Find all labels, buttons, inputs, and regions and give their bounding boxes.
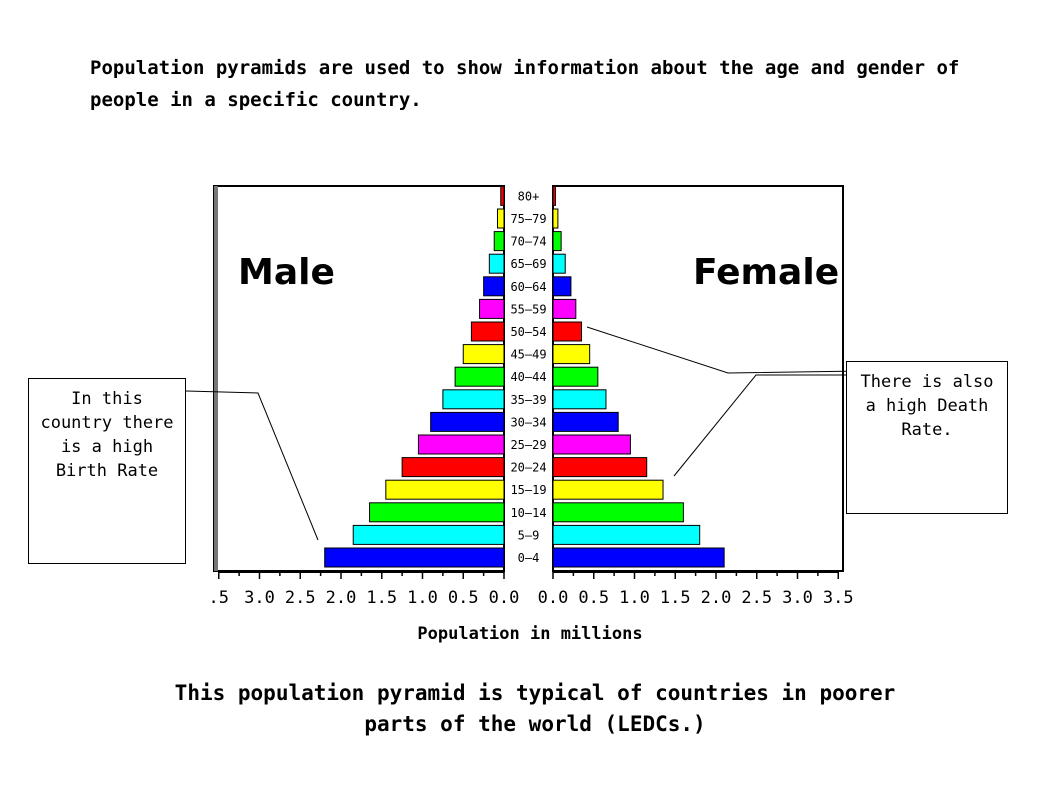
tick-label-3.0: 3.0 bbox=[782, 588, 813, 608]
tick-label-0.5: 0.5 bbox=[578, 588, 609, 608]
tick-label-1.0: 1.0 bbox=[407, 588, 438, 608]
male-bars bbox=[324, 185, 505, 568]
female-bar-35-39 bbox=[552, 389, 607, 410]
age-label-30-34: 30–34 bbox=[510, 415, 546, 429]
death-rate-leader-line-lower bbox=[673, 374, 846, 477]
tick-label-3.0: 3.0 bbox=[244, 588, 275, 608]
female-bar-25-29 bbox=[552, 434, 631, 455]
age-label-50-54: 50–54 bbox=[510, 325, 546, 339]
death-rate-callout: There is also a high Death Rate. bbox=[846, 361, 1008, 514]
female-bar-50-54 bbox=[552, 321, 583, 342]
male-x-axis: .5 3.0 2.5 2.0 1.5 1.0 0.5 0.0 bbox=[209, 571, 520, 608]
male-bar-25-29 bbox=[417, 434, 505, 455]
male-bar-55-59 bbox=[479, 298, 505, 319]
male-label: Male bbox=[238, 252, 335, 293]
male-bar-40-44 bbox=[454, 366, 505, 387]
death-rate-leader-line-upper bbox=[586, 326, 863, 374]
tick-label-2.5: 2.5 bbox=[285, 588, 316, 608]
female-bar-55-59 bbox=[552, 298, 577, 319]
male-bar-45-49 bbox=[462, 344, 505, 365]
callout-leader-lines bbox=[185, 326, 863, 541]
tick-label-0.0: 0.0 bbox=[489, 588, 520, 608]
female-bar-10-14 bbox=[552, 502, 684, 523]
tick-label-1.0: 1.0 bbox=[619, 588, 650, 608]
tick-label-1.5: 1.5 bbox=[660, 588, 691, 608]
male-bar-65-69 bbox=[488, 253, 505, 274]
male-bar-15-19 bbox=[385, 479, 505, 500]
age-label-65-69: 65–69 bbox=[510, 257, 546, 271]
birth-rate-leader-line bbox=[185, 390, 319, 541]
tick-label-2.0: 2.0 bbox=[326, 588, 357, 608]
female-bar-30-34 bbox=[552, 411, 619, 432]
tick-label-2.0: 2.0 bbox=[701, 588, 732, 608]
tick-label-3.5: 3.5 bbox=[823, 588, 854, 608]
age-group-labels: 0–4 5–9 10–14 15–19 20–24 25–29 30–34 35–39 40–4… bbox=[510, 189, 546, 565]
male-bar-30-34 bbox=[430, 411, 505, 432]
male-bar-0-4 bbox=[324, 547, 505, 568]
age-label-15-19: 15–19 bbox=[510, 483, 546, 497]
male-bar-70-74 bbox=[493, 231, 505, 252]
male-bar-75-79 bbox=[496, 208, 505, 229]
age-label-75-79: 75–79 bbox=[510, 212, 546, 226]
female-bar-70-74 bbox=[552, 231, 562, 252]
female-bar-5-9 bbox=[552, 524, 701, 545]
intro-text: Population pyramids are used to show inf… bbox=[90, 57, 960, 111]
male-bar-5-9 bbox=[352, 524, 505, 545]
age-label-25-29: 25–29 bbox=[510, 438, 546, 452]
age-label-60-64: 60–64 bbox=[510, 280, 546, 294]
male-bar-10-14 bbox=[369, 502, 505, 523]
male-bar-50-54 bbox=[470, 321, 505, 342]
female-bar-80+ bbox=[552, 185, 556, 206]
tick-label-0.5: 0.5 bbox=[448, 588, 479, 608]
female-bars bbox=[552, 185, 725, 568]
female-bar-45-49 bbox=[552, 344, 591, 365]
female-bar-0-4 bbox=[552, 547, 725, 568]
female-bar-40-44 bbox=[552, 366, 599, 387]
age-label-5-9: 5–9 bbox=[518, 528, 540, 542]
female-label: Female bbox=[693, 252, 840, 293]
male-bar-60-64 bbox=[483, 276, 505, 297]
age-label-45-49: 45–49 bbox=[510, 348, 546, 362]
female-x-axis: 0.0 0.5 1.0 1.5 2.0 2.5 3.0 3.5 bbox=[538, 571, 854, 608]
age-label-40-44: 40–44 bbox=[510, 370, 546, 384]
birth-rate-callout: In this country there is a high Birth Ra… bbox=[28, 378, 186, 564]
summary-text: This population pyramid is typical of co… bbox=[174, 681, 896, 736]
female-bar-20-24 bbox=[552, 457, 648, 478]
age-label-35-39: 35–39 bbox=[510, 393, 546, 407]
age-label-0-4: 0–4 bbox=[518, 551, 540, 565]
male-bar-35-39 bbox=[442, 389, 505, 410]
male-plot-left-shade bbox=[214, 186, 218, 571]
female-bar-15-19 bbox=[552, 479, 664, 500]
age-label-70-74: 70–74 bbox=[510, 235, 546, 249]
tick-label-1.5: 1.5 bbox=[366, 588, 397, 608]
age-label-55-59: 55–59 bbox=[510, 302, 546, 316]
x-axis-label: Population in millions bbox=[417, 624, 643, 644]
female-bar-60-64 bbox=[552, 276, 572, 297]
age-label-80+: 80+ bbox=[518, 189, 540, 203]
female-bar-65-69 bbox=[552, 253, 566, 274]
age-label-20-24: 20–24 bbox=[510, 461, 546, 475]
male-bar-20-24 bbox=[401, 457, 505, 478]
tick-label-.5: .5 bbox=[209, 588, 229, 608]
tick-label-2.5: 2.5 bbox=[741, 588, 772, 608]
age-label-10-14: 10–14 bbox=[510, 506, 546, 520]
female-bar-75-79 bbox=[552, 208, 559, 229]
male-bar-80+ bbox=[500, 185, 505, 206]
tick-label-0.0: 0.0 bbox=[538, 588, 569, 608]
